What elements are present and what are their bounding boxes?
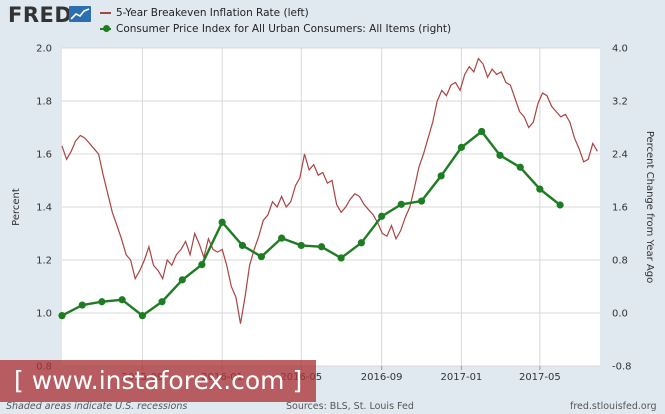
cpi-data-point	[218, 218, 226, 226]
recession-note: Shaded areas indicate U.S. recessions	[6, 401, 188, 412]
y-tick-right-label: 0.0	[612, 309, 628, 320]
cpi-data-point	[516, 163, 524, 171]
cpi-data-point	[78, 301, 86, 309]
y-tick-left-label: 1.8	[36, 97, 52, 108]
watermark-banner: [ www.instaforex.com ]	[0, 360, 316, 402]
y-tick-right-label: 2.4	[612, 150, 628, 161]
cpi-data-point	[58, 312, 66, 320]
chart-legend: 5-Year Breakeven Inflation Rate (left) C…	[100, 5, 451, 37]
y-axis-right-label: Percent Change from Year Ago	[644, 131, 655, 283]
cpi-data-point	[397, 200, 405, 208]
cpi-data-point	[118, 296, 126, 304]
cpi-data-point	[378, 212, 386, 220]
series-points-cpi	[58, 127, 564, 320]
y-tick-left-label: 1.2	[36, 256, 52, 267]
y-axis-left-label: Percent	[11, 188, 22, 226]
cpi-data-point	[98, 298, 106, 306]
cpi-data-point	[138, 312, 147, 320]
series-line-breakeven	[61, 57, 598, 324]
cpi-data-point	[158, 298, 166, 306]
sources-note: Sources: BLS, St. Louis Fed	[286, 401, 414, 412]
cpi-data-point	[337, 254, 345, 262]
legend-label-breakeven: 5-Year Breakeven Inflation Rate (left)	[116, 7, 309, 19]
cpi-data-point	[437, 172, 445, 180]
y-axis-right-ticks: -0.8 0.0 0.8 1.6 2.4 3.2 4.0	[612, 44, 632, 373]
y-tick-right-label: 1.6	[612, 203, 628, 214]
y-tick-right-label: -0.8	[612, 362, 632, 373]
cpi-data-point	[556, 201, 564, 209]
cpi-data-point	[238, 241, 247, 250]
chart-header: FRED 5-Year Breakeven Inflation Rate (le…	[0, 0, 665, 40]
cpi-data-point	[257, 253, 265, 261]
cpi-data-point	[178, 276, 186, 284]
y-tick-right-label: 3.2	[612, 97, 628, 108]
x-tick-label: 2016-09	[361, 372, 403, 383]
legend-dot-cpi	[103, 25, 110, 32]
cpi-data-point	[496, 151, 504, 159]
fred-url: fred.stlouisfed.org	[570, 401, 657, 412]
fred-logo: FRED	[8, 3, 73, 27]
x-tick-label: 2017-01	[441, 372, 483, 383]
legend-label-cpi: Consumer Price Index for All Urban Consu…	[116, 23, 452, 35]
y-tick-right-label: 4.0	[612, 44, 628, 55]
legend-swatch-breakeven	[100, 12, 111, 14]
cpi-data-point	[278, 234, 286, 242]
cpi-data-point	[417, 197, 426, 205]
cpi-data-point	[357, 239, 365, 247]
y-tick-right-label: 0.8	[612, 256, 628, 267]
y-axis-left-ticks: 0.81.01.21.41.61.82.0	[36, 44, 52, 373]
cpi-data-point	[198, 261, 206, 269]
y-tick-left-label: 1.0	[36, 309, 52, 320]
line-chart-icon	[69, 6, 91, 22]
cpi-data-point	[317, 243, 326, 251]
cpi-data-point	[457, 143, 466, 151]
cpi-data-point	[478, 127, 486, 136]
x-tick-label: 2017-05	[519, 372, 561, 383]
y-tick-left-label: 2.0	[36, 44, 52, 55]
y-tick-left-label: 1.4	[36, 203, 52, 214]
cpi-data-point	[297, 241, 305, 250]
cpi-data-point	[536, 185, 544, 193]
series-line-cpi	[61, 129, 561, 318]
legend-item-breakeven: 5-Year Breakeven Inflation Rate (left)	[100, 5, 451, 21]
watermark-text: [ www.instaforex.com ]	[14, 366, 303, 395]
legend-item-cpi: Consumer Price Index for All Urban Consu…	[100, 21, 451, 37]
y-tick-left-label: 1.6	[36, 150, 52, 161]
